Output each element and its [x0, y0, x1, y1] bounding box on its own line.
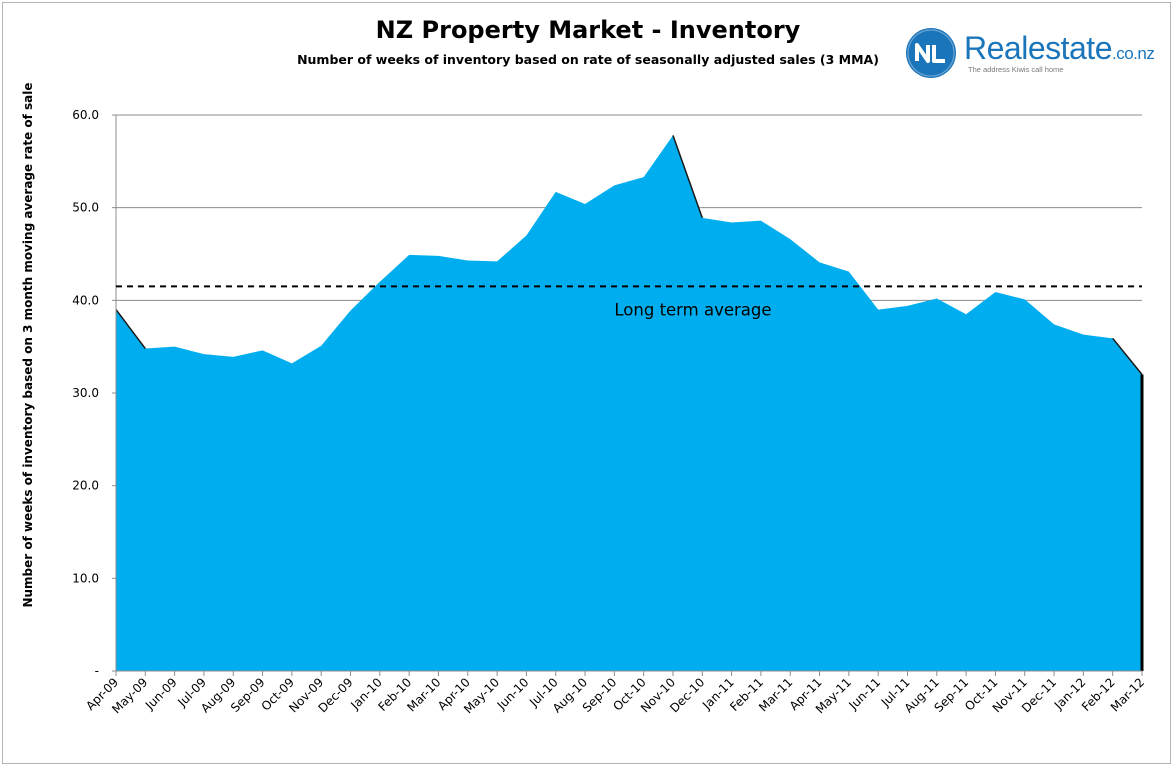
- area-edge-end: [1112, 337, 1143, 375]
- area-edge-peak: [672, 135, 703, 219]
- y-tick-label-0: -: [95, 664, 99, 678]
- y-tick-label-5: 50.0: [72, 201, 99, 215]
- brand-name: Realestate.co.nz: [964, 30, 1155, 66]
- x-tick-labels: Apr-09May-09Jun-09Jul-09Aug-09Sep-09Oct-…: [83, 675, 1147, 716]
- long-term-average-label: Long term average: [614, 300, 771, 319]
- brand-logo: Realestate.co.nz The address Kiwis call …: [906, 28, 1166, 84]
- brand-logo-icon: [906, 28, 956, 78]
- y-tick-label-2: 20.0: [72, 479, 99, 493]
- chart-title: NZ Property Market - Inventory: [375, 16, 801, 44]
- y-tick-label-1: 10.0: [72, 571, 99, 585]
- x-tick-label-2: Jun-09: [142, 675, 180, 713]
- y-tick-label-6: 60.0: [72, 108, 99, 122]
- x-tick-label-26: Jun-11: [846, 675, 884, 713]
- y-tick-labels: - 10.0 20.0 30.0 40.0 50.0 60.0: [72, 108, 99, 678]
- brand-domain: .co.nz: [1111, 44, 1155, 63]
- inventory-area: [116, 135, 1142, 671]
- area-layer: [115, 135, 1144, 671]
- x-tick-label-14: Jun-10: [494, 675, 532, 713]
- reference-line-group: Long term average: [116, 285, 1142, 319]
- area-edge-start: [115, 309, 146, 349]
- brand-tagline: The address Kiwis call home: [968, 65, 1064, 74]
- chart-subtitle: Number of weeks of inventory based on ra…: [297, 52, 879, 67]
- y-tick-label-4: 40.0: [72, 293, 99, 307]
- axes: [112, 114, 1143, 676]
- y-tick-label-3: 30.0: [72, 386, 99, 400]
